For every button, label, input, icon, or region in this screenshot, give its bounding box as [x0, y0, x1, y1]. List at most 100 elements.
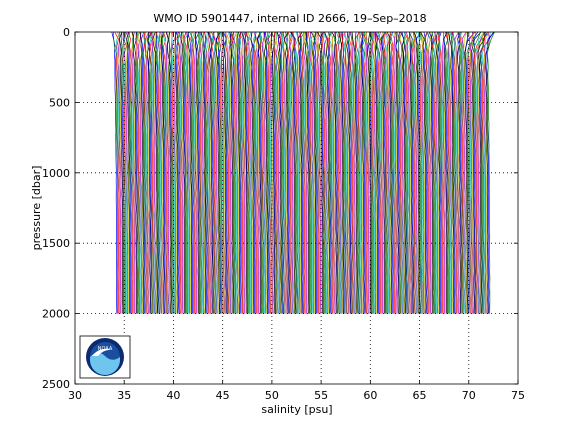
- y-tick-label: 1500: [42, 237, 70, 250]
- profile-line: [348, 31, 354, 314]
- profile-line: [330, 31, 336, 314]
- x-tick-label: 60: [363, 389, 377, 402]
- y-axis-title: pressure [dbar]: [30, 166, 43, 251]
- profile-line: [151, 31, 156, 314]
- profile-line: [441, 31, 446, 314]
- profile-line: [167, 31, 171, 314]
- profile-line: [386, 31, 392, 314]
- profile-line: [344, 31, 350, 314]
- profile-line: [290, 31, 296, 314]
- profile-line: [324, 31, 330, 314]
- profile-line: [358, 31, 363, 314]
- profile-line: [263, 31, 268, 314]
- profile-line: [168, 31, 174, 314]
- y-tick-label: 500: [49, 96, 70, 109]
- profile-line: [212, 31, 218, 314]
- profile-line: [419, 31, 426, 314]
- x-tick-labels: 30 35 40 45 50 55 60 65 70 75: [68, 389, 525, 402]
- y-tick-label: 1000: [42, 167, 70, 180]
- profile-line: [186, 31, 191, 314]
- profile-line: [203, 31, 207, 314]
- profile-line: [359, 31, 364, 314]
- y-tick-label: 0: [63, 26, 70, 39]
- profile-line: [228, 31, 235, 314]
- profile-line: [306, 31, 312, 314]
- profile-line: [347, 31, 352, 314]
- profile-line: [257, 31, 262, 314]
- profile-line: [122, 31, 126, 314]
- profile-line: [173, 31, 178, 314]
- x-tick-label: 45: [216, 389, 230, 402]
- profile-line: [350, 31, 356, 314]
- profile-line: [205, 31, 210, 314]
- profile-line: [292, 31, 298, 314]
- profile-line: [479, 31, 488, 314]
- profile-line: [418, 31, 423, 314]
- profile-line: [393, 31, 398, 314]
- profile-line: [281, 31, 286, 314]
- profile-line: [272, 31, 276, 314]
- profile-line: [337, 31, 342, 314]
- profile-line: [253, 31, 259, 314]
- logo-bird: [92, 348, 112, 356]
- profile-line: [297, 31, 303, 314]
- profile-line: [161, 31, 166, 314]
- profile-line: [470, 31, 476, 314]
- profile-line: [331, 31, 336, 314]
- profile-line: [381, 31, 387, 314]
- profile-line: [437, 31, 444, 314]
- profile-line: [239, 31, 244, 314]
- profile-line: [375, 31, 380, 314]
- profile-line: [361, 31, 368, 314]
- profile-line: [111, 31, 118, 314]
- profile-line: [428, 31, 435, 314]
- profile-line: [378, 31, 384, 314]
- profile-line: [483, 31, 490, 314]
- axes-box: [74, 31, 519, 385]
- profile-line: [210, 31, 215, 314]
- profile-line: [420, 31, 427, 314]
- profile-line: [450, 31, 456, 314]
- profile-line: [307, 31, 313, 314]
- profile-line: [259, 31, 264, 314]
- profile-line: [292, 31, 299, 314]
- profile-line: [447, 31, 452, 314]
- profile-line: [447, 31, 452, 314]
- profile-line: [165, 31, 172, 314]
- profile-line: [199, 31, 204, 314]
- profile-line: [472, 31, 479, 314]
- profile-line: [385, 31, 391, 314]
- profile-line: [245, 31, 250, 314]
- profile-line: [286, 31, 290, 314]
- profile-line: [135, 31, 140, 314]
- profile-line: [155, 32, 160, 314]
- profile-line: [199, 31, 203, 314]
- profile-line: [299, 31, 304, 314]
- profile-line: [207, 31, 212, 314]
- profile-line: [275, 31, 280, 314]
- profile-line: [189, 31, 194, 314]
- profile-line: [453, 31, 458, 314]
- profile-line: [467, 31, 477, 314]
- profile-line: [161, 31, 167, 314]
- profile-line: [408, 31, 414, 314]
- profile-line: [348, 31, 355, 314]
- profile-line: [146, 31, 152, 314]
- profile-line: [383, 31, 388, 314]
- profile-line: [262, 31, 267, 314]
- profile-line: [266, 31, 270, 314]
- profile-line: [328, 31, 333, 314]
- logo-text: NOAA: [98, 346, 113, 352]
- profile-line: [187, 31, 191, 314]
- profile-line: [143, 31, 147, 314]
- profile-line: [354, 31, 359, 314]
- profile-line: [283, 31, 288, 314]
- profile-line: [137, 31, 143, 314]
- profile-line: [190, 31, 195, 314]
- profile-line: [361, 31, 366, 314]
- profile-line: [413, 31, 418, 314]
- profile-line: [134, 31, 139, 314]
- profile-line: [462, 31, 468, 314]
- profile-line: [423, 31, 428, 314]
- profile-line: [426, 31, 431, 314]
